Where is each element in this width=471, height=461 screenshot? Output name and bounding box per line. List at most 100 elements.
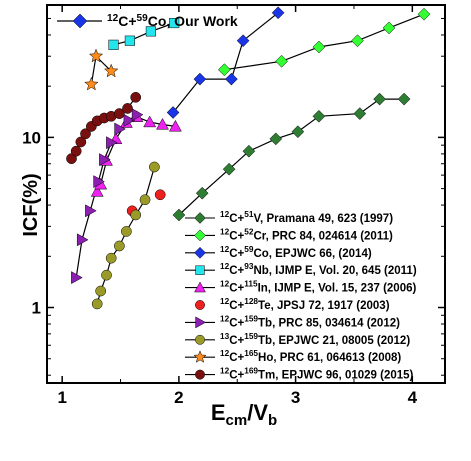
data-point-series-0 (373, 92, 386, 106)
legend-text-part: Tm, EPJWC 96, 01029 (2015) (258, 370, 413, 382)
data-point-series-6 (76, 233, 89, 247)
data-point-series-8 (84, 76, 99, 91)
legend-label-3: 12C+93Nb, IJMP E, Vol. 20, 645 (2011) (220, 262, 417, 277)
data-point-series-7 (121, 226, 132, 237)
data-point-series-5 (154, 189, 166, 201)
y-axis-label: ICF(%) (20, 173, 42, 236)
data-point-series-2 (236, 34, 250, 48)
legend-text-part: 169 (244, 367, 258, 376)
legend-text-part: 59 (244, 245, 254, 254)
legend-label-9: 12C+169Tm, EPJWC 96, 01029 (2015) (220, 367, 414, 382)
legend-label-0: 12C+51V, Pramana 49, 623 (1997) (220, 210, 393, 225)
legend-marker-8 (193, 350, 207, 363)
x-axis-label: Ecm/Vb (211, 400, 277, 429)
legend-text-part: C+ (229, 283, 244, 295)
data-point-series-6 (106, 136, 118, 150)
legend-text-part: 59 (137, 13, 149, 24)
data-point-series-1 (351, 34, 364, 48)
y-tick-label: 1 (32, 299, 41, 318)
legend-marker-5 (195, 300, 205, 310)
data-point-series-2 (271, 6, 285, 20)
data-point-series-1 (312, 40, 326, 54)
y-tick-label: 10 (22, 128, 41, 147)
data-point-series-0 (172, 208, 186, 222)
data-point-series-0 (291, 125, 305, 139)
legend-text-part: Tb, EPJWC 21, 08005 (2012) (258, 335, 410, 347)
data-point-series-6 (99, 153, 111, 167)
legend-text-part: 159 (244, 332, 258, 341)
legend-text-part: Nb, IJMP E, Vol. 20, 645 (2011) (253, 265, 416, 277)
legend-label-5: 12C+128Te, JPSJ 72, 1917 (2003) (220, 297, 390, 312)
data-point-series-1 (275, 54, 288, 68)
legend-main: 12C+51V, Pramana 49, 623 (1997) 12C+52Cr,… (185, 210, 417, 382)
data-point-series-3 (108, 39, 119, 50)
legend-text-part: 13 (220, 332, 230, 341)
data-point-series-0 (222, 162, 236, 176)
data-point-series-8 (103, 63, 119, 78)
legend-marker-4 (194, 281, 206, 293)
legend-text-part: Cr, PRC 84, 024614 (2011) (253, 230, 393, 242)
legend-text-part: Co, EPJWC 66, (2014) (253, 248, 371, 260)
data-point-series-3 (169, 17, 180, 29)
data-point-series-6 (131, 108, 144, 122)
x-tick-label: 3 (291, 388, 300, 407)
data-point-series-6 (93, 175, 105, 189)
legend-text-part: 12 (220, 349, 230, 358)
legend-label-8: 12C+165Ho, PRC 61, 064613 (2008) (220, 349, 401, 364)
legend-text-part: Co, Our Work (148, 13, 238, 29)
series-line-1 (224, 13, 425, 71)
legend-text-part: 12 (220, 314, 230, 323)
legend-label-6: 12C+159Tb, PRC 85, 034614 (2012) (220, 314, 400, 329)
legend-marker-7 (195, 334, 205, 345)
data-point-series-0 (269, 132, 283, 146)
data-point-series-7 (95, 285, 107, 297)
legend-text-part: Tb, PRC 85, 034614 (2012) (258, 317, 400, 329)
data-point-series-1 (417, 7, 431, 21)
legend-text-part: V, Pramana 49, 623 (1997) (253, 213, 393, 225)
data-point-series-1 (218, 63, 231, 77)
series-line-3 (113, 22, 175, 46)
data-point-series-9 (130, 91, 142, 103)
legend-text-part: In, IJMP E, Vol. 15, 237 (2006) (258, 283, 417, 295)
data-point-series-3 (124, 35, 135, 46)
data-point-series-9 (80, 128, 91, 140)
data-point-series-7 (114, 240, 125, 252)
legend-text-part: 12 (107, 13, 119, 24)
data-point-series-6 (85, 204, 97, 218)
legend-label-7: 13C+159Tb, EPJWC 21, 08005 (2012) (220, 332, 410, 347)
legend-text-part: 12 (220, 227, 230, 236)
data-point-series-9 (114, 108, 125, 119)
legend-text-part: C+ (229, 248, 244, 260)
data-point-series-9 (70, 145, 82, 157)
legend-text-part: 115 (244, 280, 258, 289)
legend-text-part: C+ (229, 335, 244, 347)
legend-text-part: 12 (220, 297, 230, 306)
legend-label-4: 12C+115In, IJMP E, Vol. 15, 237 (2006) (220, 280, 416, 295)
data-point-series-1 (382, 21, 396, 35)
legend-label-1: 12C+52Cr, PRC 84, 024614 (2011) (220, 227, 393, 242)
legend-text-part: Ho, PRC 61, 064613 (2008) (258, 352, 401, 364)
legend-text-part: C+ (229, 317, 244, 329)
legend-marker-6 (195, 316, 207, 329)
plot-frame (46, 4, 446, 384)
data-point-series-6 (123, 113, 136, 127)
data-point-series-2 (225, 72, 238, 86)
legend-text-part: C+ (229, 352, 244, 364)
legend-marker-2 (194, 246, 206, 259)
data-point-series-0 (353, 107, 367, 120)
data-point-series-6 (71, 271, 83, 285)
legend-text-part: C+ (229, 230, 244, 242)
series-line-0 (178, 98, 405, 216)
x-tick-label: 2 (174, 388, 183, 407)
legend-text-part: 12 (220, 210, 230, 219)
data-point-series-7 (149, 161, 160, 173)
data-point-series-7 (130, 209, 142, 221)
x-tick-label: 1 (57, 388, 66, 407)
series-lines (70, 12, 425, 305)
data-point-series-2 (193, 72, 207, 86)
x-tick-label: 4 (408, 388, 418, 407)
data-point-series-6 (114, 122, 126, 136)
data-point-series-8 (88, 48, 104, 63)
